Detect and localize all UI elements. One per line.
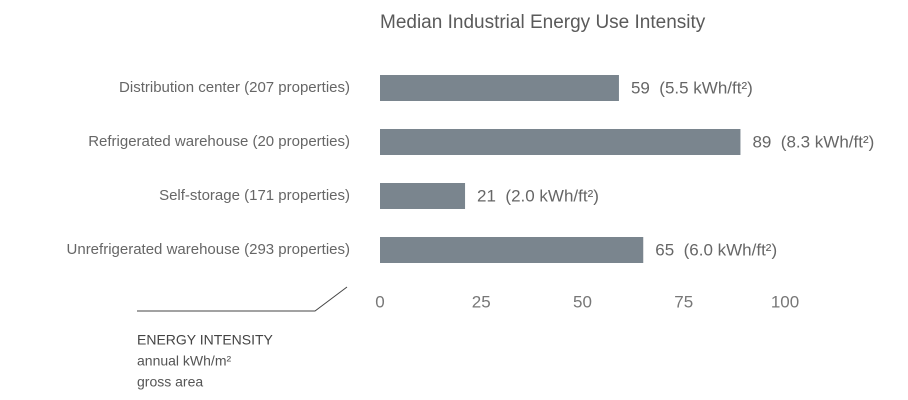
x-tick-label: 75 [674,292,693,311]
category-label: Self-storage (171 properties) [159,187,350,204]
chart-title: Median Industrial Energy Use Intensity [380,12,706,33]
bar [380,129,741,155]
bar [380,237,644,263]
value-label: 65 (6.0 kWh/ft²) [655,240,777,259]
bar [380,183,466,209]
x-tick-label: 25 [472,292,491,311]
value-label: 21 (2.0 kWh/ft²) [477,186,599,205]
bar [380,75,619,101]
category-label: Refrigerated warehouse (20 properties) [88,133,350,150]
x-tick-label: 50 [573,292,592,311]
x-tick-label: 0 [375,292,384,311]
category-label: Unrefrigerated warehouse (293 properties… [67,241,350,258]
axis-note-line [137,286,348,312]
x-tick-label: 100 [771,292,799,311]
axis-note-title: ENERGY INTENSITY [137,332,274,348]
value-label: 89 (8.3 kWh/ft²) [752,132,874,151]
axis-note-line-text: annual kWh/m² [137,353,231,369]
category-label: Distribution center (207 properties) [119,79,350,96]
axis-note-line-text: gross area [137,374,203,390]
value-label: 59 (5.5 kWh/ft²) [631,78,753,97]
